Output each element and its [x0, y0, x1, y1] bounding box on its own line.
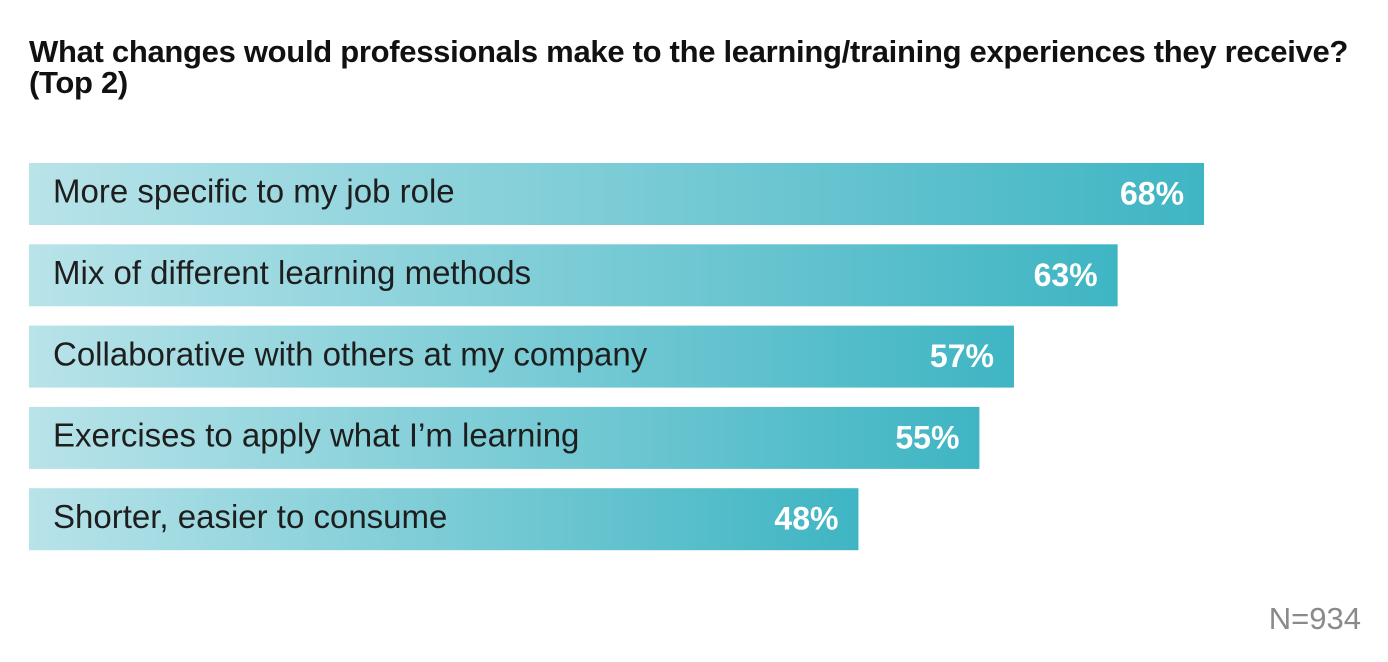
bar	[29, 325, 1014, 388]
category-label: More specific to my job role	[53, 173, 455, 210]
chart-title: What changes would professionals make to…	[29, 34, 1349, 100]
value-label: 57%	[930, 338, 994, 374]
sample-size: N=934	[1269, 601, 1361, 636]
bar	[29, 488, 859, 551]
value-label: 55%	[895, 419, 959, 455]
value-label: 63%	[1034, 257, 1098, 293]
bar	[29, 244, 1118, 307]
category-label: Exercises to apply what I’m learning	[53, 417, 579, 454]
bar	[29, 163, 1205, 225]
value-label: 68%	[1120, 175, 1184, 211]
bar	[29, 406, 980, 469]
category-label: Mix of different learning methods	[53, 254, 531, 291]
value-label: 48%	[774, 501, 838, 537]
category-label: Shorter, easier to consume	[53, 498, 447, 535]
category-label: Collaborative with others at my company	[53, 335, 648, 372]
